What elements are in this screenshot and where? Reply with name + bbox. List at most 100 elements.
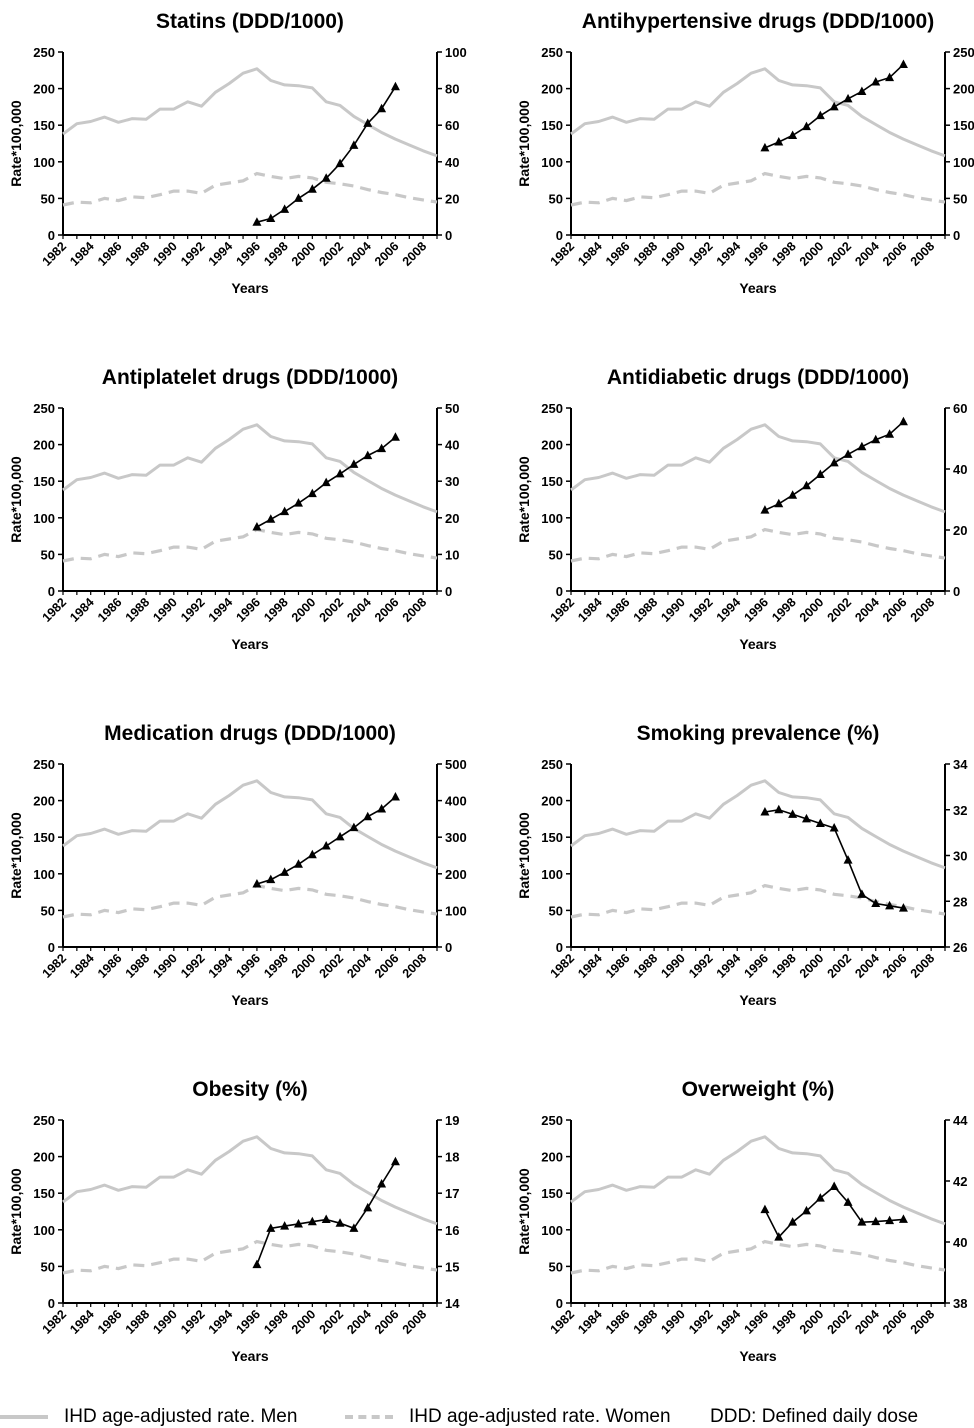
x-tick-label: 2008 <box>400 951 430 981</box>
x-tick-label: 1990 <box>658 951 688 981</box>
y-tick-label-right: 28 <box>953 894 967 909</box>
data-point-marker <box>335 1218 345 1227</box>
y-tick-label-left: 250 <box>541 1113 563 1128</box>
x-tick-label: 1982 <box>40 1307 70 1337</box>
x-tick-label: 1992 <box>178 951 208 981</box>
x-tick-label: 1984 <box>575 239 605 269</box>
x-tick-label: 1984 <box>67 595 97 625</box>
data-point-marker <box>760 1204 770 1214</box>
legend-entry-ddd: DDD: Defined daily dose <box>710 1406 918 1428</box>
y-tick-label-left: 150 <box>33 474 55 489</box>
y-tick-label-right: 0 <box>445 584 452 599</box>
y-tick-label-right: 10 <box>445 547 459 562</box>
x-tick-label: 1994 <box>206 239 236 269</box>
y-tick-label-left: 150 <box>33 830 55 845</box>
x-tick-label: 2006 <box>372 951 402 981</box>
x-tick-label: 1992 <box>178 595 208 625</box>
y-tick-label-right: 17 <box>445 1186 459 1201</box>
legend-swatch-solid <box>0 1415 48 1419</box>
data-point-marker <box>843 93 853 103</box>
x-tick-label: 2002 <box>825 595 855 625</box>
x-tick-label: 2006 <box>880 239 910 269</box>
data-point-marker <box>266 514 276 523</box>
x-tick-label: 2006 <box>372 1307 402 1337</box>
y-tick-label-right: 42 <box>953 1174 967 1189</box>
y-tick-label-left: 250 <box>541 401 563 416</box>
y-tick-label-left: 50 <box>549 547 563 562</box>
data-point-marker <box>815 469 825 478</box>
data-point-marker <box>335 831 345 841</box>
x-tick-label: 2004 <box>344 951 374 981</box>
chart-title: Medication drugs (DDD/1000) <box>104 722 396 745</box>
series-line-men <box>62 779 438 870</box>
x-axis-label: Years <box>231 280 269 296</box>
data-point-marker <box>898 903 908 912</box>
y-tick-label-left: 50 <box>41 191 55 206</box>
data-point-marker <box>885 900 895 910</box>
series-line-men <box>570 67 946 158</box>
chart-title: Statins (DDD/1000) <box>156 10 344 33</box>
x-tick-label: 2000 <box>797 239 827 269</box>
x-tick-label: 2004 <box>344 239 374 269</box>
data-point-marker <box>293 859 303 868</box>
y-tick-label-right: 40 <box>445 155 459 170</box>
data-point-marker <box>788 130 798 139</box>
x-axis-label: Years <box>231 1348 269 1364</box>
y-tick-label-left: 100 <box>541 511 563 526</box>
x-tick-label: 1984 <box>67 239 97 269</box>
x-tick-label: 1996 <box>233 239 263 269</box>
y-tick-label-left: 0 <box>48 940 55 955</box>
y-tick-label-left: 200 <box>541 82 563 97</box>
x-tick-label: 1988 <box>123 1307 153 1337</box>
data-point-marker <box>390 81 400 91</box>
x-tick-label: 1996 <box>233 951 263 981</box>
data-point-marker <box>829 457 839 467</box>
x-tick-label: 1982 <box>40 239 70 269</box>
legend-swatch-dashed <box>345 1415 393 1419</box>
data-point-marker <box>760 807 770 816</box>
data-point-marker <box>307 849 317 859</box>
x-axis-label: Years <box>739 636 777 652</box>
y-tick-label-left: 250 <box>33 757 55 772</box>
chart-panel-4: Antidiabetic drugs (DDD/1000) 0 50 100 150 20… <box>516 366 967 652</box>
x-tick-label: 1986 <box>95 1307 125 1337</box>
x-tick-label: 2006 <box>372 239 402 269</box>
y-tick-label-left: 150 <box>541 474 563 489</box>
data-point-marker <box>774 1232 784 1241</box>
data-point-marker <box>885 72 895 82</box>
x-tick-label: 1982 <box>40 951 70 981</box>
data-point-marker <box>349 1223 359 1232</box>
y-axis-label: Rate*100,000 <box>516 456 532 543</box>
data-point-marker <box>815 1193 825 1202</box>
data-point-marker <box>280 506 290 516</box>
y-tick-label-right: 40 <box>953 1235 967 1250</box>
x-tick-label: 1982 <box>548 951 578 981</box>
x-tick-label: 2000 <box>289 595 319 625</box>
x-tick-label: 1982 <box>548 595 578 625</box>
series-line-men <box>62 1135 438 1226</box>
y-tick-label-right: 30 <box>445 474 459 489</box>
x-tick-label: 2002 <box>317 1307 347 1337</box>
data-point-marker <box>377 443 387 453</box>
data-point-marker <box>843 1197 853 1206</box>
x-tick-label: 2002 <box>825 239 855 269</box>
data-point-marker <box>390 432 400 441</box>
y-tick-label-right: 0 <box>445 228 452 243</box>
x-tick-label: 2008 <box>400 239 430 269</box>
data-point-marker <box>801 813 811 823</box>
y-tick-label-left: 50 <box>549 1259 563 1274</box>
data-point-marker <box>293 1218 303 1228</box>
y-tick-label-left: 0 <box>556 1296 563 1311</box>
x-tick-label: 2004 <box>852 595 882 625</box>
y-tick-label-left: 0 <box>48 584 55 599</box>
y-tick-label-left: 250 <box>33 401 55 416</box>
x-tick-label: 1986 <box>95 239 125 269</box>
y-tick-label-left: 100 <box>541 1223 563 1238</box>
x-tick-label: 2000 <box>289 1307 319 1337</box>
data-point-marker <box>788 809 798 818</box>
x-tick-label: 2000 <box>797 595 827 625</box>
y-tick-label-right: 80 <box>445 82 459 97</box>
data-point-marker <box>321 477 331 487</box>
x-tick-label: 1986 <box>603 595 633 625</box>
